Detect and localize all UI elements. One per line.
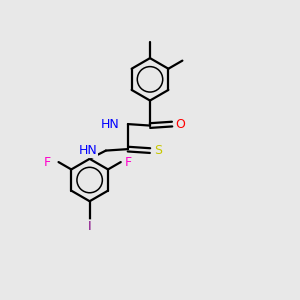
Text: S: S xyxy=(154,144,162,157)
Text: F: F xyxy=(124,156,132,169)
Text: HN: HN xyxy=(100,118,119,130)
Text: HN: HN xyxy=(78,144,97,157)
Text: F: F xyxy=(44,156,51,169)
Text: O: O xyxy=(176,118,185,130)
Text: I: I xyxy=(88,220,92,233)
